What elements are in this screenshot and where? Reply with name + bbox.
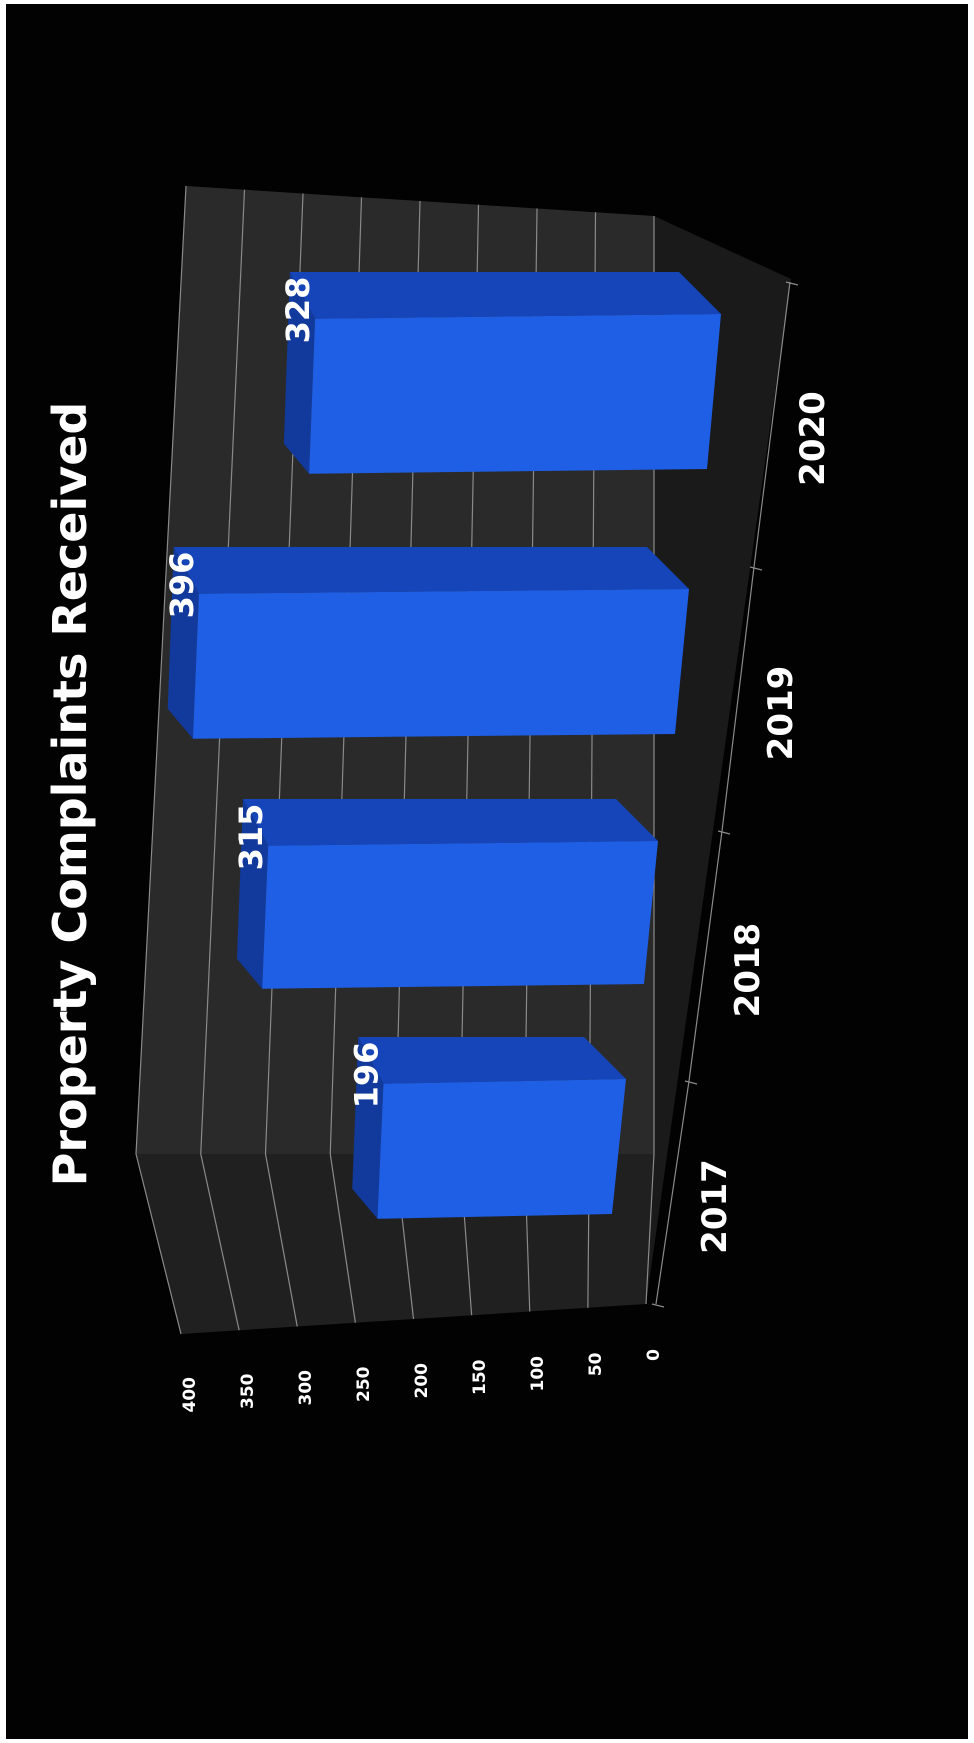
bar-side	[352, 1037, 384, 1219]
category-label: 2020	[793, 391, 833, 486]
chart-title: Property Complaints Received	[43, 402, 97, 1187]
bar	[192, 589, 689, 739]
bar-top	[358, 1037, 626, 1084]
chart-floor	[646, 216, 791, 1304]
category-label: 2017	[695, 1159, 735, 1254]
category-label: 2018	[728, 923, 768, 1018]
gridline	[329, 197, 363, 1323]
y-tick-label: 0	[644, 1349, 664, 1361]
x-tick-mark	[717, 830, 731, 835]
x-tick-mark	[785, 281, 799, 286]
gridline	[264, 193, 304, 1327]
y-tick-label: 300	[296, 1370, 316, 1406]
value-label: 315	[232, 804, 270, 871]
bar-side	[167, 547, 199, 739]
y-tick-label: 350	[238, 1373, 258, 1409]
value-label: 196	[347, 1042, 385, 1109]
x-tick-mark	[749, 566, 763, 571]
gridline	[200, 189, 246, 1331]
bars	[167, 272, 721, 1219]
x-axis-ticks	[651, 281, 799, 1308]
y-tick-label: 50	[586, 1352, 606, 1376]
y-axis-ticks: 0 50 100 150 200 250 300 350 400	[180, 1349, 664, 1413]
chart-slide: 0 50 100 150 200 250 300 350 400 196 315 396 328 20…	[6, 4, 968, 1739]
y-tick-label: 150	[470, 1359, 490, 1395]
bar	[262, 841, 658, 989]
bar	[309, 314, 721, 474]
bar-side	[236, 799, 269, 989]
x-tick-mark	[651, 1303, 665, 1308]
bar-top	[173, 547, 689, 594]
category-labels: 2017 2018 2019 2020	[695, 391, 833, 1254]
y-tick-label: 400	[180, 1377, 200, 1413]
value-label: 328	[279, 277, 317, 344]
x-axis-line	[655, 281, 791, 1305]
bar-chart: 0 50 100 150 200 250 300 350 400 196 315 396 328 20…	[43, 185, 833, 1413]
bar-top	[242, 799, 659, 846]
y-tick-label: 200	[412, 1363, 432, 1399]
bar-top	[289, 272, 721, 319]
bar-side	[283, 272, 316, 474]
gridline	[645, 216, 655, 1305]
bar	[377, 1079, 626, 1219]
value-label: 396	[163, 552, 201, 619]
y-tick-label: 250	[354, 1366, 374, 1402]
y-tick-label: 100	[528, 1356, 548, 1392]
category-label: 2019	[761, 666, 801, 761]
gridlines	[135, 185, 655, 1335]
gridline	[135, 185, 187, 1335]
x-tick-mark	[684, 1080, 698, 1085]
value-labels: 196 315 396 328	[163, 277, 386, 1109]
